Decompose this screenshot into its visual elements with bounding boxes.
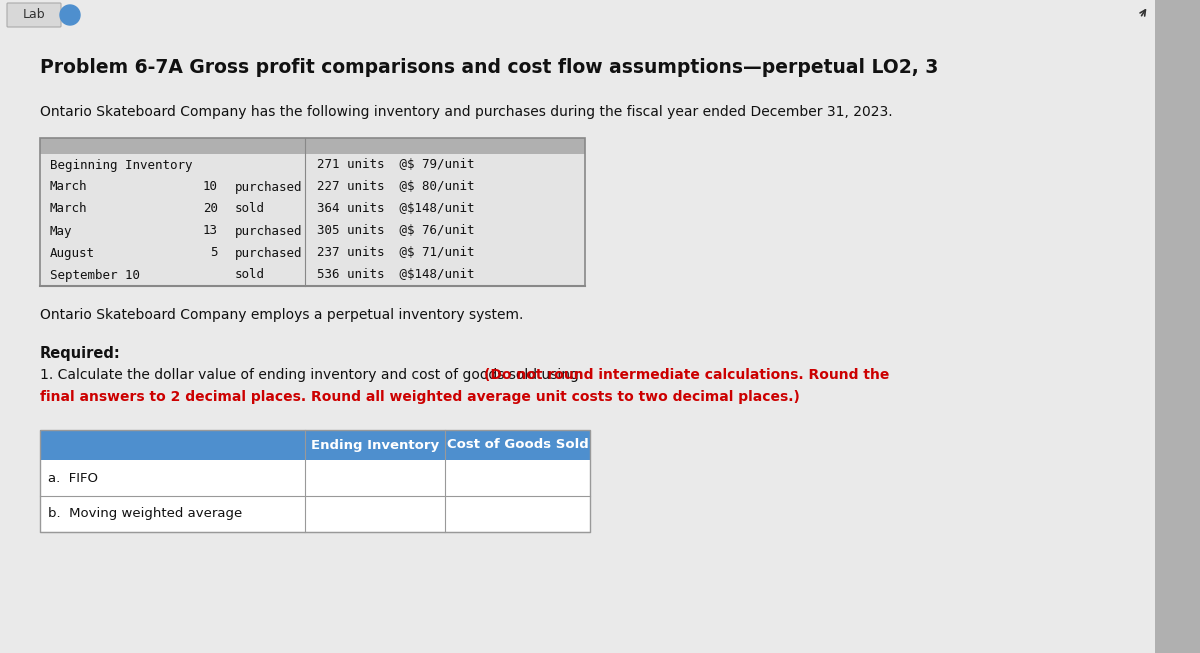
Text: final answers to 2 decimal places. Round all weighted average unit costs to two : final answers to 2 decimal places. Round… [40, 390, 800, 404]
Bar [40, 460, 590, 496]
Text: 271 units  @$ 79/unit: 271 units @$ 79/unit [317, 159, 474, 172]
Text: 5: 5 [210, 246, 218, 259]
Bar [40, 430, 305, 460]
Bar [40, 430, 590, 460]
Text: 20: 20 [203, 202, 218, 215]
Text: Ending Inventory: Ending Inventory [311, 439, 439, 451]
Text: Ontario Skateboard Company employs a perpetual inventory system.: Ontario Skateboard Company employs a per… [40, 308, 523, 322]
Text: Cost of Goods Sold: Cost of Goods Sold [446, 439, 588, 451]
Bar [40, 496, 590, 532]
Text: 364 units  @$148/unit: 364 units @$148/unit [317, 202, 474, 215]
Text: purchased: purchased [235, 180, 302, 193]
Text: Ontario Skateboard Company has the following inventory and purchases during the : Ontario Skateboard Company has the follo… [40, 105, 893, 119]
Text: Lab: Lab [23, 8, 46, 22]
Text: 237 units  @$ 71/unit: 237 units @$ 71/unit [317, 246, 474, 259]
Text: b.  Moving weighted average: b. Moving weighted average [48, 507, 242, 520]
Text: sold: sold [235, 202, 265, 215]
Text: 10: 10 [203, 180, 218, 193]
Text: 536 units  @$148/unit: 536 units @$148/unit [317, 268, 474, 281]
Text: Beginning Inventory: Beginning Inventory [50, 159, 192, 172]
Text: September 10: September 10 [50, 268, 140, 281]
Bar [40, 154, 586, 286]
Text: (Do not round intermediate calculations. Round the: (Do not round intermediate calculations.… [484, 368, 889, 382]
Text: March: March [50, 180, 88, 193]
Text: May: May [50, 225, 72, 238]
Text: 305 units  @$ 76/unit: 305 units @$ 76/unit [317, 225, 474, 238]
Text: March: March [50, 202, 88, 215]
Text: August: August [50, 246, 95, 259]
Text: Problem 6-7A Gross profit comparisons and cost flow assumptions—perpetual LO2, 3: Problem 6-7A Gross profit comparisons an… [40, 58, 938, 77]
Text: purchased: purchased [235, 246, 302, 259]
Text: a.  FIFO: a. FIFO [48, 471, 98, 485]
Bar [40, 138, 586, 154]
Bar [40, 430, 590, 532]
Text: purchased: purchased [235, 225, 302, 238]
Text: Required:: Required: [40, 346, 121, 361]
Text: 227 units  @$ 80/unit: 227 units @$ 80/unit [317, 180, 474, 193]
Text: 13: 13 [203, 225, 218, 238]
Bar [1154, 0, 1200, 653]
Bar [40, 138, 586, 286]
Text: sold: sold [235, 268, 265, 281]
Text: 1. Calculate the dollar value of ending inventory and cost of goods sold using:: 1. Calculate the dollar value of ending … [40, 368, 588, 382]
Text: i: i [68, 10, 72, 20]
Circle shape [60, 5, 80, 25]
FancyBboxPatch shape [7, 3, 61, 27]
